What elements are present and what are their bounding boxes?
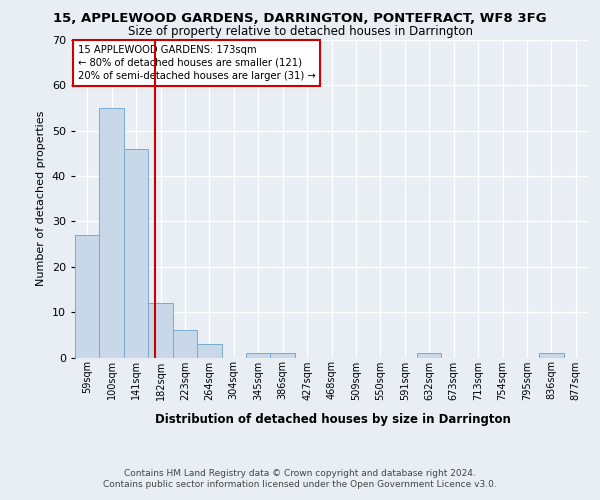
Text: Contains public sector information licensed under the Open Government Licence v3: Contains public sector information licen… [103,480,497,489]
Text: 15, APPLEWOOD GARDENS, DARRINGTON, PONTEFRACT, WF8 3FG: 15, APPLEWOOD GARDENS, DARRINGTON, PONTE… [53,12,547,26]
Bar [271,353,295,358]
Bar [148,303,173,358]
Bar [417,353,442,358]
Y-axis label: Number of detached properties: Number of detached properties [36,111,46,286]
Bar [246,353,271,358]
Bar [539,353,563,358]
Bar [124,149,148,358]
Bar [75,235,100,358]
Text: Distribution of detached houses by size in Darrington: Distribution of detached houses by size … [155,412,511,426]
Text: Contains HM Land Registry data © Crown copyright and database right 2024.: Contains HM Land Registry data © Crown c… [124,469,476,478]
Bar [100,108,124,358]
Bar [197,344,221,358]
Bar [173,330,197,357]
Text: 15 APPLEWOOD GARDENS: 173sqm
← 80% of detached houses are smaller (121)
20% of s: 15 APPLEWOOD GARDENS: 173sqm ← 80% of de… [77,45,316,81]
Text: Size of property relative to detached houses in Darrington: Size of property relative to detached ho… [128,25,473,38]
